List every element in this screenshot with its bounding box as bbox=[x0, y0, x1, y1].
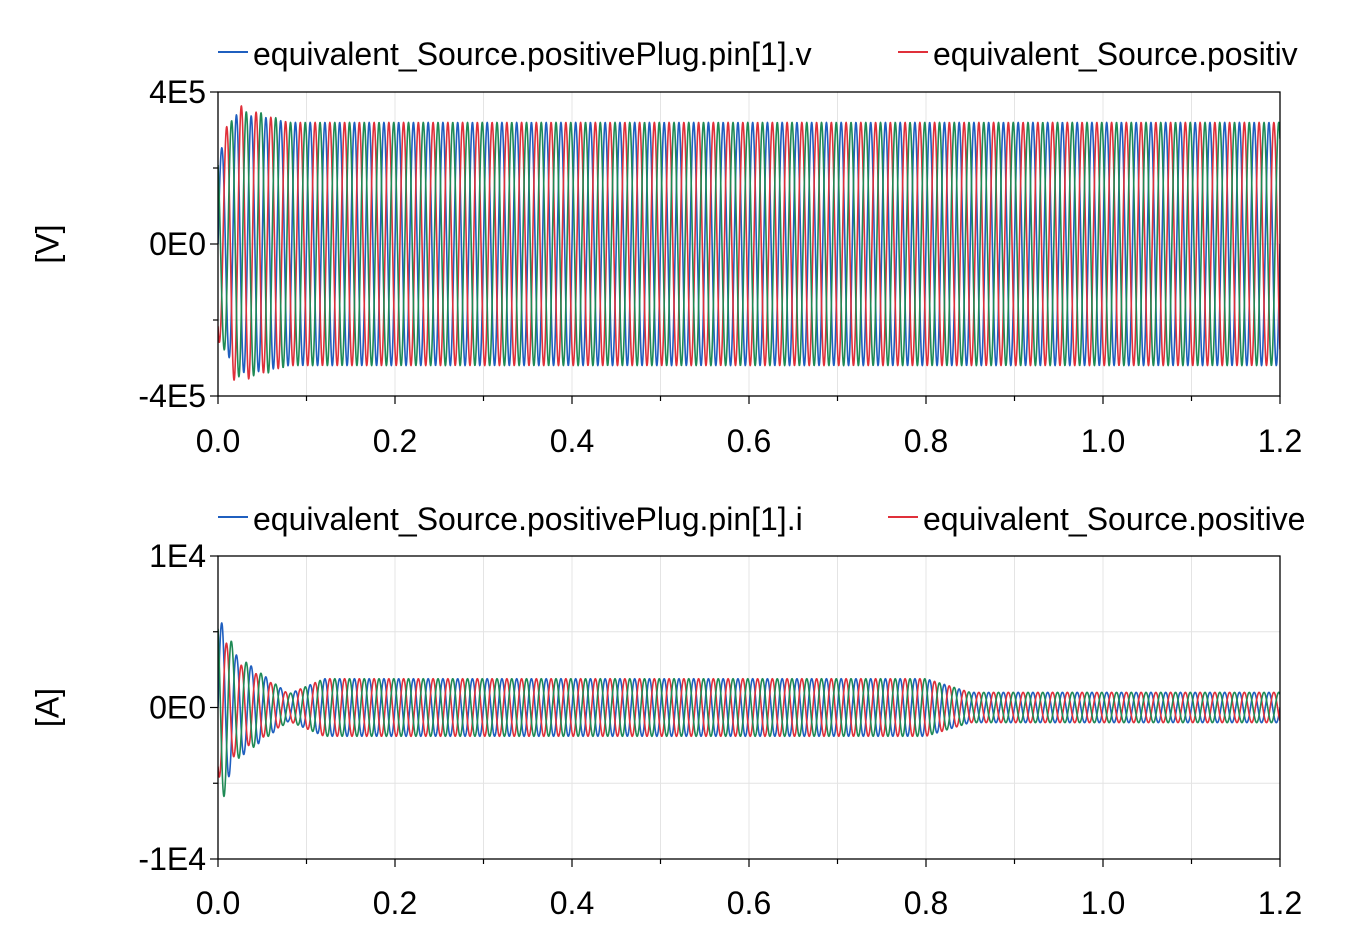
x-tick-label: 0.6 bbox=[727, 885, 771, 921]
y-axis-label: [V] bbox=[29, 224, 65, 263]
x-tick-label: 0.0 bbox=[196, 423, 240, 459]
voltage-plot: 0.0 0.2 0.4 0.6 0.8 1.0 1.2 4E5 0E0 -4E5 [V] equiva… bbox=[29, 36, 1302, 459]
series-group bbox=[218, 105, 1280, 381]
x-tick-label: 0.8 bbox=[904, 885, 948, 921]
series-line-3 bbox=[218, 628, 1280, 798]
y-tick-label: 0E0 bbox=[149, 226, 206, 262]
y-axis-label: [A] bbox=[29, 688, 65, 727]
legend: equivalent_Source.positivePlug.pin[1].v e… bbox=[218, 36, 1298, 72]
y-tick-label: 0E0 bbox=[149, 690, 206, 726]
x-tick-label: 0.8 bbox=[904, 423, 948, 459]
x-tick-label: 1.0 bbox=[1081, 885, 1125, 921]
x-tick-label: 0.2 bbox=[373, 885, 417, 921]
current-plot: 0.0 0.2 0.4 0.6 0.8 1.0 1.2 1E4 0E0 -1E4 [A] equiva… bbox=[29, 501, 1305, 921]
legend-entry: equivalent_Source.positiv bbox=[933, 36, 1298, 72]
series-line-2 bbox=[218, 105, 1280, 381]
y-tick-label: -4E5 bbox=[138, 378, 206, 414]
x-tick-label: 0.4 bbox=[550, 423, 594, 459]
legend-entry: equivalent_Source.positivePlug.pin[1].v bbox=[253, 36, 812, 72]
legend: equivalent_Source.positivePlug.pin[1].i e… bbox=[218, 501, 1305, 537]
x-tick-label: 0.2 bbox=[373, 423, 417, 459]
x-tick-label: 1.2 bbox=[1258, 885, 1302, 921]
legend-entry: equivalent_Source.positive bbox=[923, 501, 1305, 537]
series-line-1 bbox=[218, 114, 1280, 374]
legend-entry: equivalent_Source.positivePlug.pin[1].i bbox=[253, 501, 803, 537]
x-tick-label: 1.0 bbox=[1081, 423, 1125, 459]
x-tick-label: 0.0 bbox=[196, 885, 240, 921]
x-tick-label: 0.4 bbox=[550, 885, 594, 921]
series-line-1 bbox=[218, 622, 1280, 778]
series-line-3 bbox=[218, 111, 1280, 378]
series-group bbox=[218, 622, 1280, 798]
series-line-2 bbox=[218, 642, 1280, 778]
x-tick-label: 0.6 bbox=[727, 423, 771, 459]
y-tick-label: -1E4 bbox=[138, 841, 206, 877]
x-tick-label: 1.2 bbox=[1258, 423, 1302, 459]
y-tick-label: 1E4 bbox=[149, 538, 206, 574]
y-tick-label: 4E5 bbox=[149, 74, 206, 110]
